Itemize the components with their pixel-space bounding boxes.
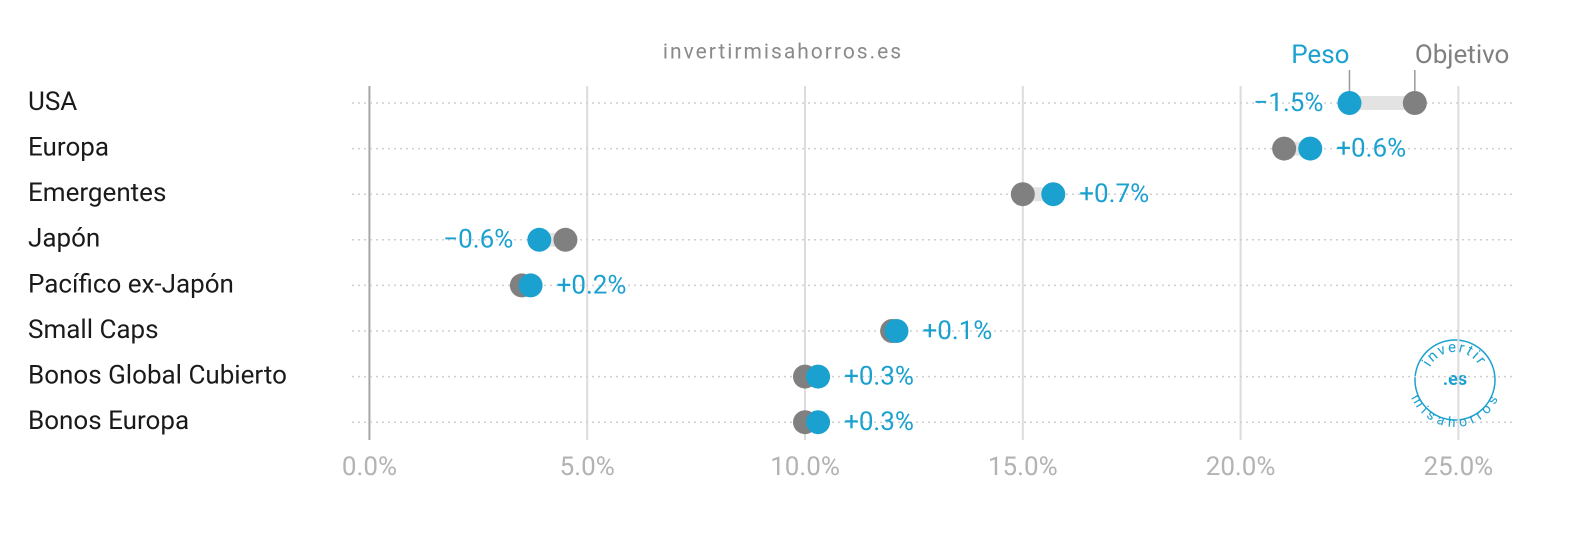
x-tick-label: 25.0% xyxy=(1423,452,1493,482)
difference-label: −1.5% xyxy=(1253,88,1323,118)
peso-dot xyxy=(1041,182,1066,207)
peso-dot xyxy=(884,319,909,343)
x-tick-label: 15.0% xyxy=(988,452,1058,482)
x-tick-label: 5.0% xyxy=(560,452,615,482)
logo-top-text: invertir xyxy=(1418,338,1489,370)
x-tick-label: 10.0% xyxy=(770,452,840,482)
difference-label: +0.3% xyxy=(844,361,914,391)
difference-label: −0.6% xyxy=(443,225,513,255)
watermark: invertirmisahorros.es xyxy=(663,41,903,65)
peso-dot xyxy=(1298,136,1323,161)
legend-label: Peso xyxy=(1291,40,1349,70)
peso-dot xyxy=(1337,91,1362,115)
objetivo-dot xyxy=(1010,182,1035,207)
difference-label: +0.7% xyxy=(1079,179,1149,209)
legend-label: Objetivo xyxy=(1415,40,1510,70)
category-label: Pacífico ex-Japón xyxy=(28,269,234,299)
logo-bottom: misahorros xyxy=(1408,391,1502,430)
logo-top: invertir xyxy=(1418,338,1492,370)
objetivo-dot xyxy=(1272,136,1297,161)
difference-label: +0.6% xyxy=(1336,133,1406,163)
peso-dot xyxy=(806,410,831,435)
objetivo-dot xyxy=(553,227,578,252)
logo-ring xyxy=(1414,339,1496,421)
peso-dot xyxy=(806,364,831,389)
peso-dot xyxy=(518,273,543,298)
category-label: Emergentes xyxy=(28,178,166,208)
difference-label: +0.1% xyxy=(922,316,992,346)
difference-label: +0.2% xyxy=(557,270,627,300)
category-label: USA xyxy=(28,87,77,117)
category-label: Small Caps xyxy=(28,315,159,345)
category-label: Bonos Europa xyxy=(28,406,189,436)
category-label: Europa xyxy=(28,132,109,162)
difference-label: +0.3% xyxy=(844,407,914,437)
objetivo-dot xyxy=(1402,91,1427,115)
category-label: Japón xyxy=(28,224,100,254)
category-label: Bonos Global Cubierto xyxy=(28,360,287,390)
logo-bottom-text: misahorros xyxy=(1408,391,1500,430)
logo-center: .es xyxy=(1443,369,1467,390)
peso-dot xyxy=(527,227,552,252)
x-tick-label: 20.0% xyxy=(1206,452,1276,482)
logo: invertir .es misahorros xyxy=(1408,338,1502,431)
x-tick-label: 0.0% xyxy=(342,452,397,482)
